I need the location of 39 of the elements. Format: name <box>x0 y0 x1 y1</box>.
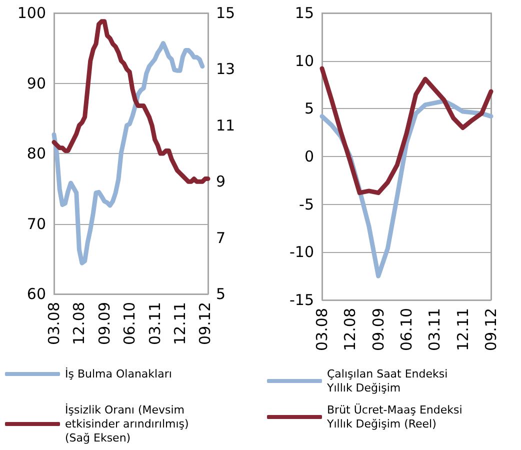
line-series <box>52 19 210 184</box>
legend-label: Çalışılan Saat Endeksi Yıllık Değişim <box>326 368 452 394</box>
y-tick-label: 70 <box>26 214 46 233</box>
y-tick-label: 60 <box>26 285 46 303</box>
y2-tick-label: 7 <box>216 228 226 247</box>
legend-label: Brüt Ücret-Maaş Endeksi Yıllık Değişim (Reel) <box>326 402 466 430</box>
x-tick-label: 03.08 <box>45 302 63 345</box>
line-series <box>320 66 494 196</box>
x-tick-label: 09.12 <box>482 308 500 351</box>
x-tick-label: 09.09 <box>95 302 114 345</box>
y-tick-label: 0 <box>304 148 314 166</box>
y2-tick-label: 9 <box>216 172 226 191</box>
y-tick-label: -10 <box>290 243 314 262</box>
y2-tick-label: 5 <box>216 285 226 303</box>
y-tick-label: 80 <box>26 144 46 162</box>
x-tick-label: 12.11 <box>171 302 189 345</box>
x-tick-label: 12.11 <box>454 308 472 351</box>
y2-tick-label: 11 <box>216 116 236 134</box>
y-tick-label: -15 <box>290 291 314 309</box>
x-tick-label: 03.11 <box>426 308 444 351</box>
x-tick-label: 03.08 <box>313 308 331 351</box>
y-tick-label: 15 <box>294 4 314 22</box>
line-series <box>52 40 205 266</box>
x-tick-label: 06.10 <box>398 308 416 351</box>
legend-label: İşsizlik Oranı (Mevsim etkisinder arındırılmış) (Sağ Eksen) <box>65 402 192 444</box>
x-tick-label: 06.10 <box>120 302 139 345</box>
y2-tick-label: 13 <box>216 60 236 78</box>
y2-tick-label: 15 <box>216 4 236 22</box>
y-tick-label: -5 <box>299 195 314 214</box>
x-tick-label: 09.12 <box>196 302 214 345</box>
y-tick-label: 5 <box>304 100 314 118</box>
y-tick-label: 90 <box>26 74 46 92</box>
y-tick-label: 100 <box>17 4 46 22</box>
x-tick-label: 09.09 <box>369 308 388 351</box>
legend-label: İş Bulma Olanakları <box>65 366 172 380</box>
x-tick-label: 03.11 <box>146 302 164 345</box>
x-tick-label: 12.08 <box>70 302 88 345</box>
y-tick-label: 10 <box>294 52 314 70</box>
x-tick-label: 12.08 <box>341 308 360 351</box>
